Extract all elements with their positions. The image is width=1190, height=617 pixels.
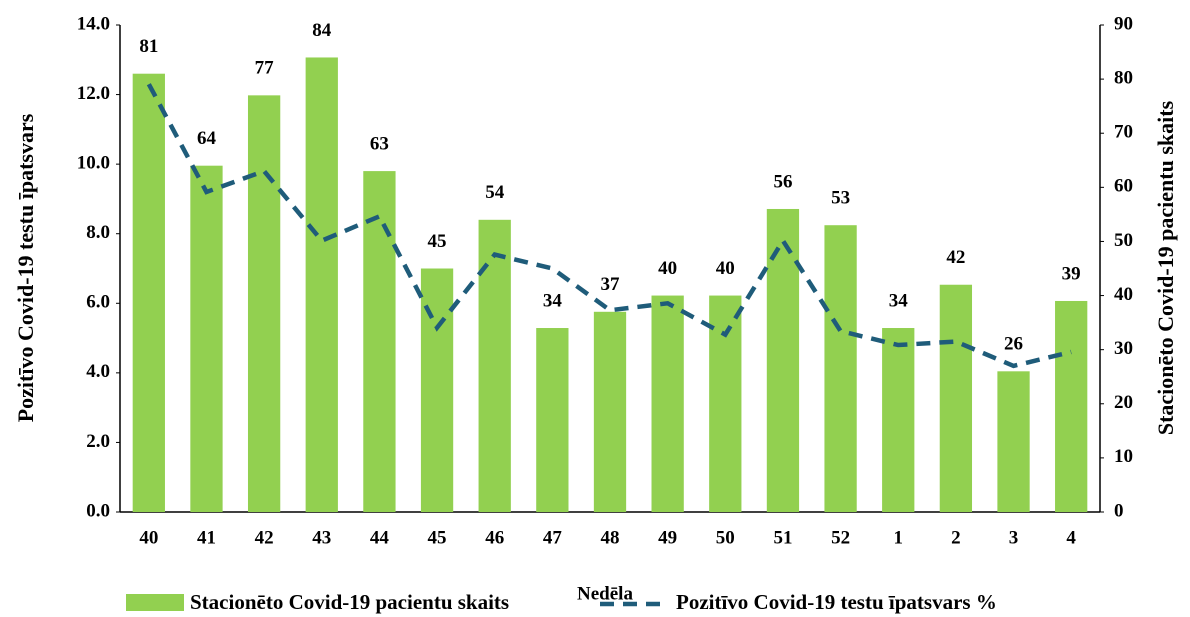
x-tick-label: 4 <box>1066 527 1076 548</box>
bar <box>824 225 857 512</box>
x-tick-label: 43 <box>312 527 331 548</box>
y2-tick-label: 40 <box>1114 284 1133 305</box>
data-label: 77 <box>255 58 275 79</box>
bar <box>420 268 454 512</box>
y-tick-label: 2.0 <box>86 431 110 452</box>
x-tick-label: 50 <box>716 527 735 548</box>
y-tick-label: 12.0 <box>77 83 110 104</box>
y2-tick-label: 50 <box>1114 230 1133 251</box>
y2-tick-label: 70 <box>1114 122 1133 143</box>
data-label: 42 <box>946 247 965 268</box>
x-tick-label: 49 <box>658 527 677 548</box>
data-label: 39 <box>1062 263 1081 284</box>
x-tick-label: 41 <box>197 527 216 548</box>
x-axis-label: Nedēla <box>577 583 633 604</box>
data-label: 84 <box>312 20 332 41</box>
legend-label: Stacionēto Covid-19 pacientu skaits <box>190 590 509 614</box>
bar <box>709 295 742 512</box>
y-axis-label: Pozitīvo Covid-19 testu īpatsvars <box>13 113 38 422</box>
y2-tick-label: 20 <box>1114 392 1133 413</box>
bar <box>190 165 223 512</box>
legend-label: Pozitīvo Covid-19 testu īpatsvars % <box>676 590 997 614</box>
x-tick-label: 42 <box>255 527 274 548</box>
data-label: 81 <box>139 36 158 57</box>
bar <box>363 171 396 512</box>
x-tick-label: 48 <box>601 527 620 548</box>
legend-swatch <box>126 594 184 611</box>
y2-tick-label: 90 <box>1114 13 1133 34</box>
bar <box>305 57 338 512</box>
y-tick-label: 4.0 <box>86 361 110 382</box>
data-label: 37 <box>601 274 621 295</box>
bar <box>882 328 915 512</box>
data-label: 26 <box>1004 334 1023 355</box>
x-tick-label: 46 <box>485 527 504 548</box>
bar <box>766 208 800 512</box>
x-tick-label: 2 <box>951 527 961 548</box>
x-tick-label: 40 <box>139 527 158 548</box>
y-tick-label: 10.0 <box>77 153 110 174</box>
x-tick-label: 45 <box>428 527 447 548</box>
data-label: 56 <box>773 171 792 192</box>
y-tick-label: 0.0 <box>86 500 110 521</box>
data-label: 40 <box>716 258 735 279</box>
bar <box>593 311 627 512</box>
data-label: 53 <box>831 188 850 209</box>
bar <box>478 219 511 513</box>
y2-tick-label: 10 <box>1114 446 1133 467</box>
bar <box>997 371 1030 512</box>
y2-axis-label: Stacionēto Covid-19 pacientu skaits <box>1153 100 1178 435</box>
data-label: 34 <box>543 290 563 311</box>
data-label: 64 <box>197 128 217 149</box>
y2-tick-label: 60 <box>1114 176 1133 197</box>
x-tick-label: 47 <box>543 527 563 548</box>
y-tick-label: 8.0 <box>86 222 110 243</box>
bar <box>1055 300 1088 512</box>
bar <box>247 95 281 512</box>
y-tick-label: 14.0 <box>77 13 110 34</box>
x-tick-label: 52 <box>831 527 850 548</box>
x-tick-label: 3 <box>1009 527 1019 548</box>
data-label: 40 <box>658 258 677 279</box>
data-label: 34 <box>889 290 909 311</box>
x-tick-label: 51 <box>773 527 792 548</box>
data-label: 63 <box>370 133 389 154</box>
bar <box>536 328 569 512</box>
y2-tick-label: 80 <box>1114 67 1133 88</box>
bar <box>651 295 684 512</box>
y2-tick-label: 0 <box>1114 500 1124 521</box>
y-tick-label: 6.0 <box>86 292 110 313</box>
data-label: 45 <box>428 231 447 252</box>
x-tick-label: 1 <box>893 527 903 548</box>
line <box>146 83 1072 369</box>
y2-tick-label: 30 <box>1114 338 1133 359</box>
x-tick-label: 44 <box>370 527 390 548</box>
bar <box>939 284 973 512</box>
bar <box>132 73 165 512</box>
data-label: 54 <box>485 182 505 203</box>
